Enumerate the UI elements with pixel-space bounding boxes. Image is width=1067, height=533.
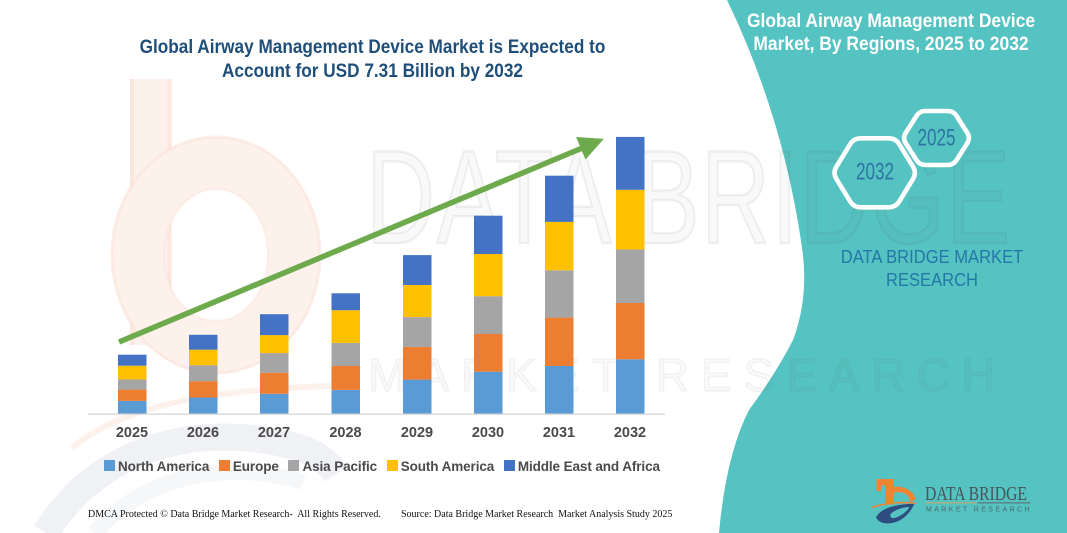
svg-text:DATA BRIDGE: DATA BRIDGE <box>925 483 1027 505</box>
svg-text:2032: 2032 <box>856 159 894 186</box>
svg-text:2025: 2025 <box>918 125 956 152</box>
svg-text:MARKET RESEARCH: MARKET RESEARCH <box>926 506 1032 513</box>
